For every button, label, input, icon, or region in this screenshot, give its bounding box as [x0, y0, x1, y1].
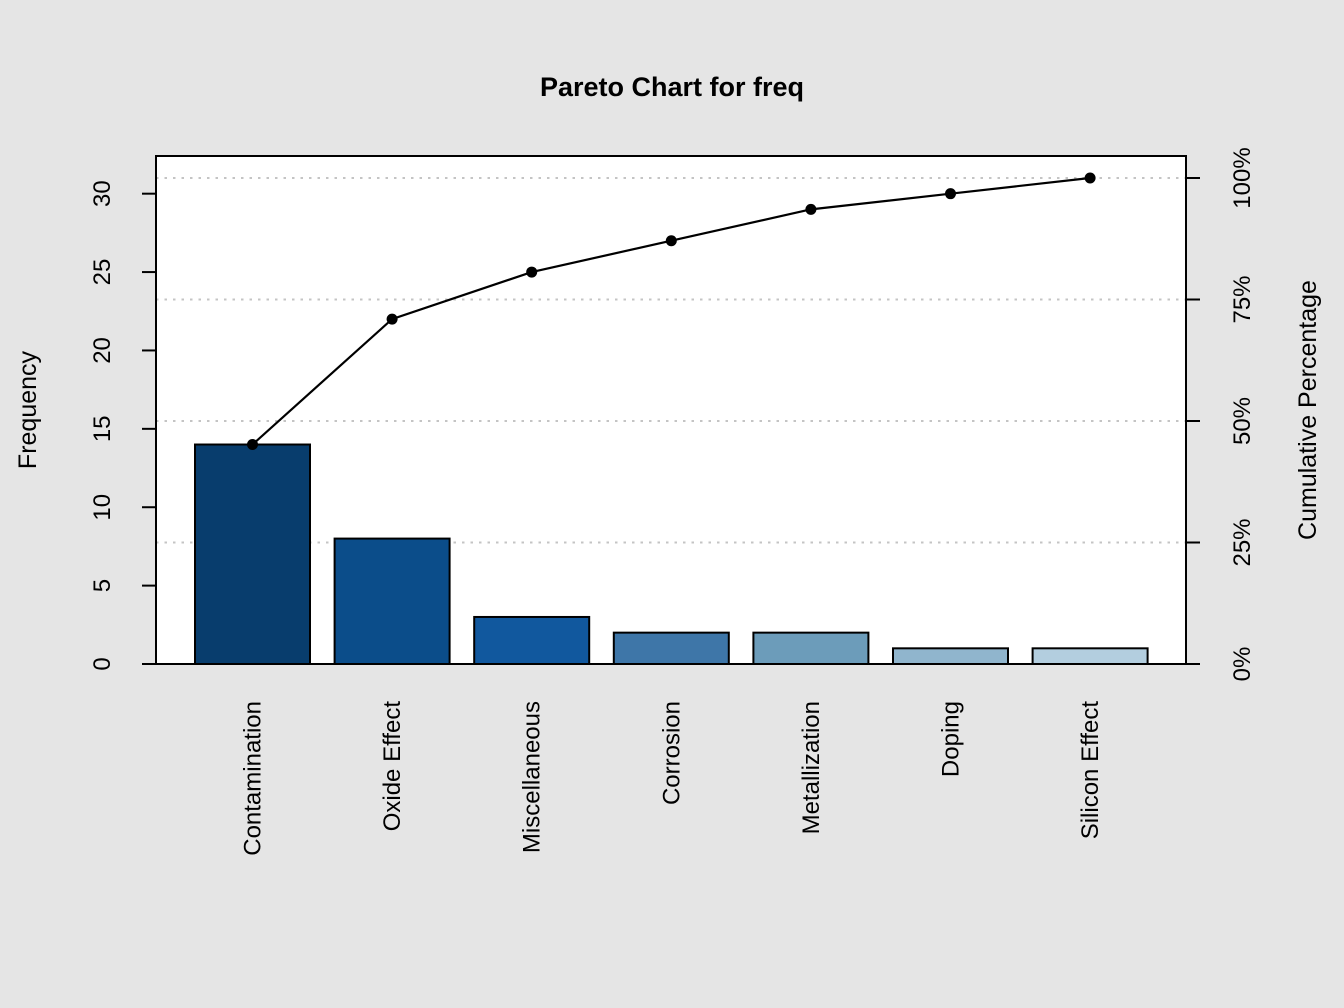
right-tick-label-25: 25%: [1229, 518, 1256, 566]
plot-border: [155, 155, 1187, 665]
bar-silicon-effect: [1031, 647, 1149, 665]
bar-oxide-effect: [333, 537, 451, 665]
cumulative-point-doping: [945, 188, 956, 200]
cumulative-point-miscellaneous: [526, 266, 538, 278]
category-label-metallization: Metallization: [798, 701, 825, 834]
bar-contamination: [194, 443, 311, 666]
left-tick-label-20: 20: [89, 337, 116, 364]
cumulative-point-silicon-effect: [1084, 172, 1096, 184]
right-tick-label-50: 50%: [1229, 397, 1256, 445]
cumulative-point-oxide-effect: [386, 313, 398, 325]
cumulative-point-metallization: [805, 203, 817, 215]
category-label-doping: Doping: [938, 701, 965, 777]
bar-doping: [892, 647, 1009, 665]
right-tick-label-0: 0%: [1229, 647, 1256, 682]
category-label-contamination: Contamination: [240, 701, 267, 856]
left-tick-label-0: 0: [89, 657, 116, 670]
category-label-oxide-effect: Oxide Effect: [379, 701, 406, 832]
right-tick-label-75: 75%: [1229, 275, 1256, 323]
category-label-miscellaneous: Miscellaneous: [519, 701, 546, 853]
category-label-corrosion: Corrosion: [658, 701, 685, 805]
left-tick-label-30: 30: [89, 180, 116, 207]
right-tick-label-100: 100%: [1229, 147, 1256, 208]
bar-miscellaneous: [473, 615, 591, 665]
category-label-silicon-effect: Silicon Effect: [1077, 701, 1104, 840]
left-tick-label-15: 15: [89, 415, 116, 442]
left-tick-label-5: 5: [89, 579, 116, 592]
cumulative-point-contamination: [247, 439, 258, 451]
bar-corrosion: [612, 631, 730, 665]
chart-title: Pareto Chart for freq: [539, 72, 805, 102]
left-tick-label-10: 10: [89, 494, 116, 521]
bar-metallization: [752, 631, 870, 665]
cumulative-point-corrosion: [665, 235, 677, 247]
left-tick-label-25: 25: [89, 259, 116, 286]
